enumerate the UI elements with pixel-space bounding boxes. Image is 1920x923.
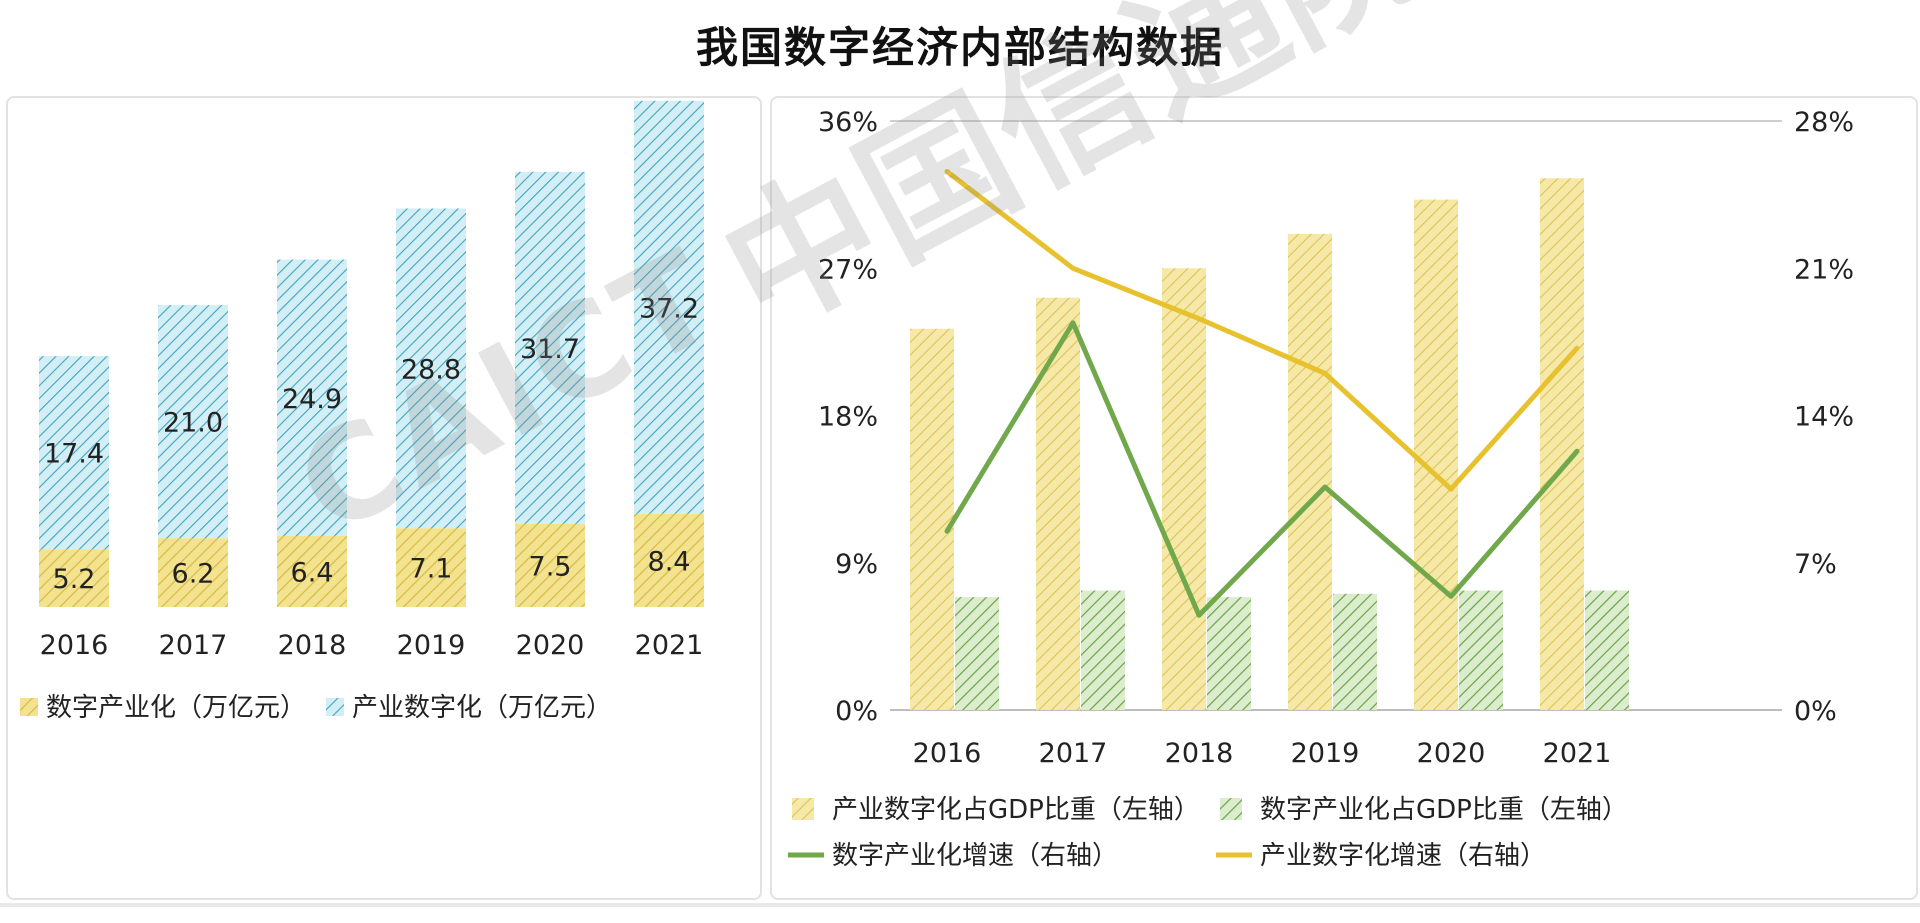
line-industrial-digitalization-growth <box>944 169 1580 492</box>
right-combo-chart: 0% 9% 18% 27% 36% 0% 7% 14% 21% 28% 2016 2017 2018… <box>788 107 1854 871</box>
data-label-digital-industrialization-2019: 7.1 <box>410 554 453 585</box>
bar-industrial-digitalization-share-2019 <box>1288 233 1332 710</box>
y-left-tick-label-3: 27% <box>818 254 878 285</box>
legend-label-0: 产业数字化占GDP比重（左轴） <box>832 795 1200 825</box>
x-tick-label-2021: 2021 <box>1543 738 1612 769</box>
bottom-divider <box>0 903 1920 907</box>
left-chart-panel: 5.2 17.4 6.2 21.0 6.4 24.9 7.1 28.8 7.5 31.7 8.4 37… <box>6 96 762 900</box>
x-tick-label-2016: 2016 <box>913 738 982 769</box>
bar-digital-industrialization-2020 <box>515 523 585 607</box>
data-label-digital-industrialization-2017: 6.2 <box>172 559 215 590</box>
data-label-industrial-digitalization-2020: 31.7 <box>520 334 580 365</box>
data-label-industrial-digitalization-2016: 17.4 <box>44 439 104 470</box>
y-right-tick-label-2: 14% <box>1794 402 1854 433</box>
data-label-digital-industrialization-2020: 7.5 <box>529 551 572 582</box>
y-left-tick-label-2: 18% <box>818 402 878 433</box>
bar-industrial-digitalization-share-2018 <box>1162 268 1206 710</box>
bar-industrial-digitalization-share-2017 <box>1036 297 1080 710</box>
bar-digital-industrialization-2018 <box>277 535 347 607</box>
data-label-digital-industrialization-2018: 6.4 <box>291 557 334 588</box>
x-tick-label-2016: 2016 <box>40 630 109 661</box>
legend-swatch-1 <box>326 698 344 716</box>
left-stacked-bar-chart: 5.2 17.4 6.2 21.0 6.4 24.9 7.1 28.8 7.5 31.7 8.4 37… <box>20 100 704 723</box>
legend-label-0: 数字产业化（万亿元） <box>46 693 306 723</box>
x-tick-label-2018: 2018 <box>278 630 347 661</box>
data-label-digital-industrialization-2016: 5.2 <box>53 564 96 595</box>
bar-industrial-digitalization-2021 <box>634 100 704 514</box>
x-tick-label-2017: 2017 <box>159 630 228 661</box>
line-digital-industrialization-growth <box>944 320 1580 618</box>
bar-digital-industrialization-share-2021 <box>1585 590 1629 710</box>
data-label-industrial-digitalization-2019: 28.8 <box>401 354 461 385</box>
data-label-digital-industrialization-2021: 8.4 <box>648 546 691 577</box>
legend-label-2: 数字产业化增速（右轴） <box>832 841 1118 871</box>
data-label-industrial-digitalization-2021: 37.2 <box>639 293 699 324</box>
bar-digital-industrialization-share-2018 <box>1207 597 1251 710</box>
x-tick-label-2021: 2021 <box>635 630 704 661</box>
x-tick-label-2018: 2018 <box>1165 738 1234 769</box>
legend-label-1: 产业数字化（万亿元） <box>352 693 612 723</box>
y-right-tick-label-1: 7% <box>1794 549 1837 580</box>
x-tick-label-2019: 2019 <box>397 630 466 661</box>
y-left-tick-label-4: 36% <box>818 107 878 138</box>
bar-industrial-digitalization-2020 <box>515 171 585 524</box>
legend-swatch-0 <box>20 698 38 716</box>
page-title: 我国数字经济内部结构数据 <box>695 23 1224 72</box>
bar-industrial-digitalization-share-2020 <box>1414 199 1458 710</box>
x-tick-label-2019: 2019 <box>1291 738 1360 769</box>
y-right-tick-label-4: 28% <box>1794 107 1854 138</box>
legend-swatch-1 <box>1220 798 1242 820</box>
bar-industrial-digitalization-2017 <box>158 305 228 539</box>
y-right-tick-label-0: 0% <box>1794 696 1837 727</box>
bar-industrial-digitalization-2018 <box>277 259 347 536</box>
bar-digital-industrialization-share-2019 <box>1333 593 1377 710</box>
bar-digital-industrialization-2019 <box>396 528 466 607</box>
bar-digital-industrialization-share-2020 <box>1459 590 1503 710</box>
legend-label-3: 产业数字化增速（右轴） <box>1260 841 1546 871</box>
bar-digital-industrialization-share-2016 <box>955 597 999 710</box>
y-left-tick-label-0: 0% <box>835 696 878 727</box>
x-tick-label-2020: 2020 <box>1417 738 1486 769</box>
x-tick-label-2020: 2020 <box>516 630 585 661</box>
data-label-industrial-digitalization-2018: 24.9 <box>282 384 342 415</box>
data-label-industrial-digitalization-2017: 21.0 <box>163 408 223 439</box>
bar-industrial-digitalization-share-2021 <box>1540 178 1584 710</box>
bar-digital-industrialization-2017 <box>158 538 228 607</box>
y-right-tick-label-3: 21% <box>1794 254 1854 285</box>
bar-digital-industrialization-2021 <box>634 513 704 607</box>
legend-swatch-0 <box>792 798 814 820</box>
x-tick-label-2017: 2017 <box>1039 738 1108 769</box>
bar-industrial-digitalization-2016 <box>39 356 109 550</box>
legend-label-1: 数字产业化占GDP比重（左轴） <box>1260 795 1628 825</box>
bar-digital-industrialization-share-2017 <box>1081 590 1125 710</box>
bar-industrial-digitalization-share-2016 <box>910 328 954 710</box>
bar-digital-industrialization-2016 <box>39 549 109 607</box>
y-left-tick-label-1: 9% <box>835 549 878 580</box>
right-chart-panel: 0% 9% 18% 27% 36% 0% 7% 14% 21% 28% 2016 2017 2018… <box>770 96 1918 900</box>
bar-industrial-digitalization-2019 <box>396 208 466 529</box>
